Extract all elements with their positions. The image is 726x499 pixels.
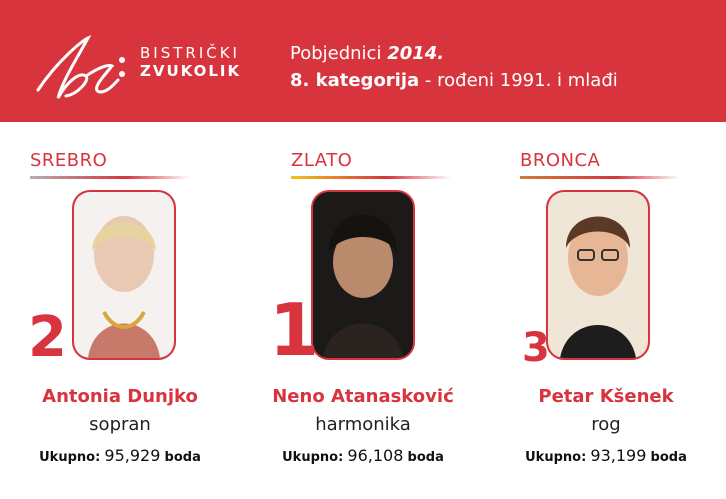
medal-label: ZLATO (291, 150, 353, 171)
score-unit: boda (650, 450, 687, 465)
portrait-image (548, 192, 648, 358)
score-value: 93,199 (590, 446, 647, 465)
score-value: 96,108 (347, 446, 404, 465)
medal-underline (30, 176, 190, 179)
logo-line-1: BISTRIČKI (140, 44, 240, 62)
medal-underline (520, 176, 680, 179)
winner-instrument: harmonika (315, 414, 411, 435)
logo-text: BISTRIČKI ZVUKOLIK (140, 46, 241, 79)
winner-name: Neno Atanasković (272, 386, 454, 407)
winner-instrument: sopran (89, 414, 151, 435)
category-label: 8. kategorija (290, 70, 420, 91)
winner-score: Ukupno: 95,929 boda (10, 446, 230, 465)
winner-card-gold: ZLATO 1 Neno Atanasković harmonika Ukupn… (253, 150, 473, 490)
medal-underline (291, 176, 451, 179)
winner-instrument: rog (591, 414, 621, 435)
title-line-2: 8. kategorija - rođeni 1991. i mlađi (290, 67, 618, 94)
winner-name: Antonia Dunjko (42, 386, 198, 407)
winner-score: Ukupno: 96,108 boda (253, 446, 473, 465)
winner-card-bronze: BRONCA 3 Petar Kšenek rog Ukupno: 93,199… (496, 150, 716, 490)
score-label: Ukupno: (282, 450, 344, 465)
portrait-image (74, 192, 174, 358)
title-line-1: Pobjednici 2014. (290, 40, 618, 67)
title-prefix: Pobjednici (290, 43, 382, 64)
category-suffix: - rođeni 1991. i mlađi (419, 70, 618, 91)
score-value: 95,929 (104, 446, 161, 465)
score-unit: boda (164, 450, 201, 465)
header-banner: BISTRIČKI ZVUKOLIK Pobjednici 2014. 8. k… (0, 0, 726, 122)
title-year: 2014. (387, 43, 445, 64)
logo-line-2: ZVUKOLIK (140, 62, 242, 80)
rank-number: 3 (522, 325, 550, 371)
score-label: Ukupno: (525, 450, 587, 465)
score-unit: boda (407, 450, 444, 465)
score-label: Ukupno: (39, 450, 101, 465)
winner-score: Ukupno: 93,199 boda (496, 446, 716, 465)
portrait-image (313, 192, 413, 358)
logo-mark-icon (36, 35, 125, 99)
winner-card-silver: SREBRO 2 Antonia Dunjko sopran Ukupno: 9… (10, 150, 230, 490)
winner-name: Petar Kšenek (538, 386, 674, 407)
rank-number: 1 (269, 288, 320, 372)
winner-photo (546, 190, 650, 360)
winner-photo (311, 190, 415, 360)
rank-number: 2 (28, 305, 67, 370)
medal-label: BRONCA (520, 150, 601, 171)
medal-label: SREBRO (30, 150, 108, 171)
winner-photo (72, 190, 176, 360)
page-title: Pobjednici 2014. 8. kategorija - rođeni … (290, 40, 618, 94)
